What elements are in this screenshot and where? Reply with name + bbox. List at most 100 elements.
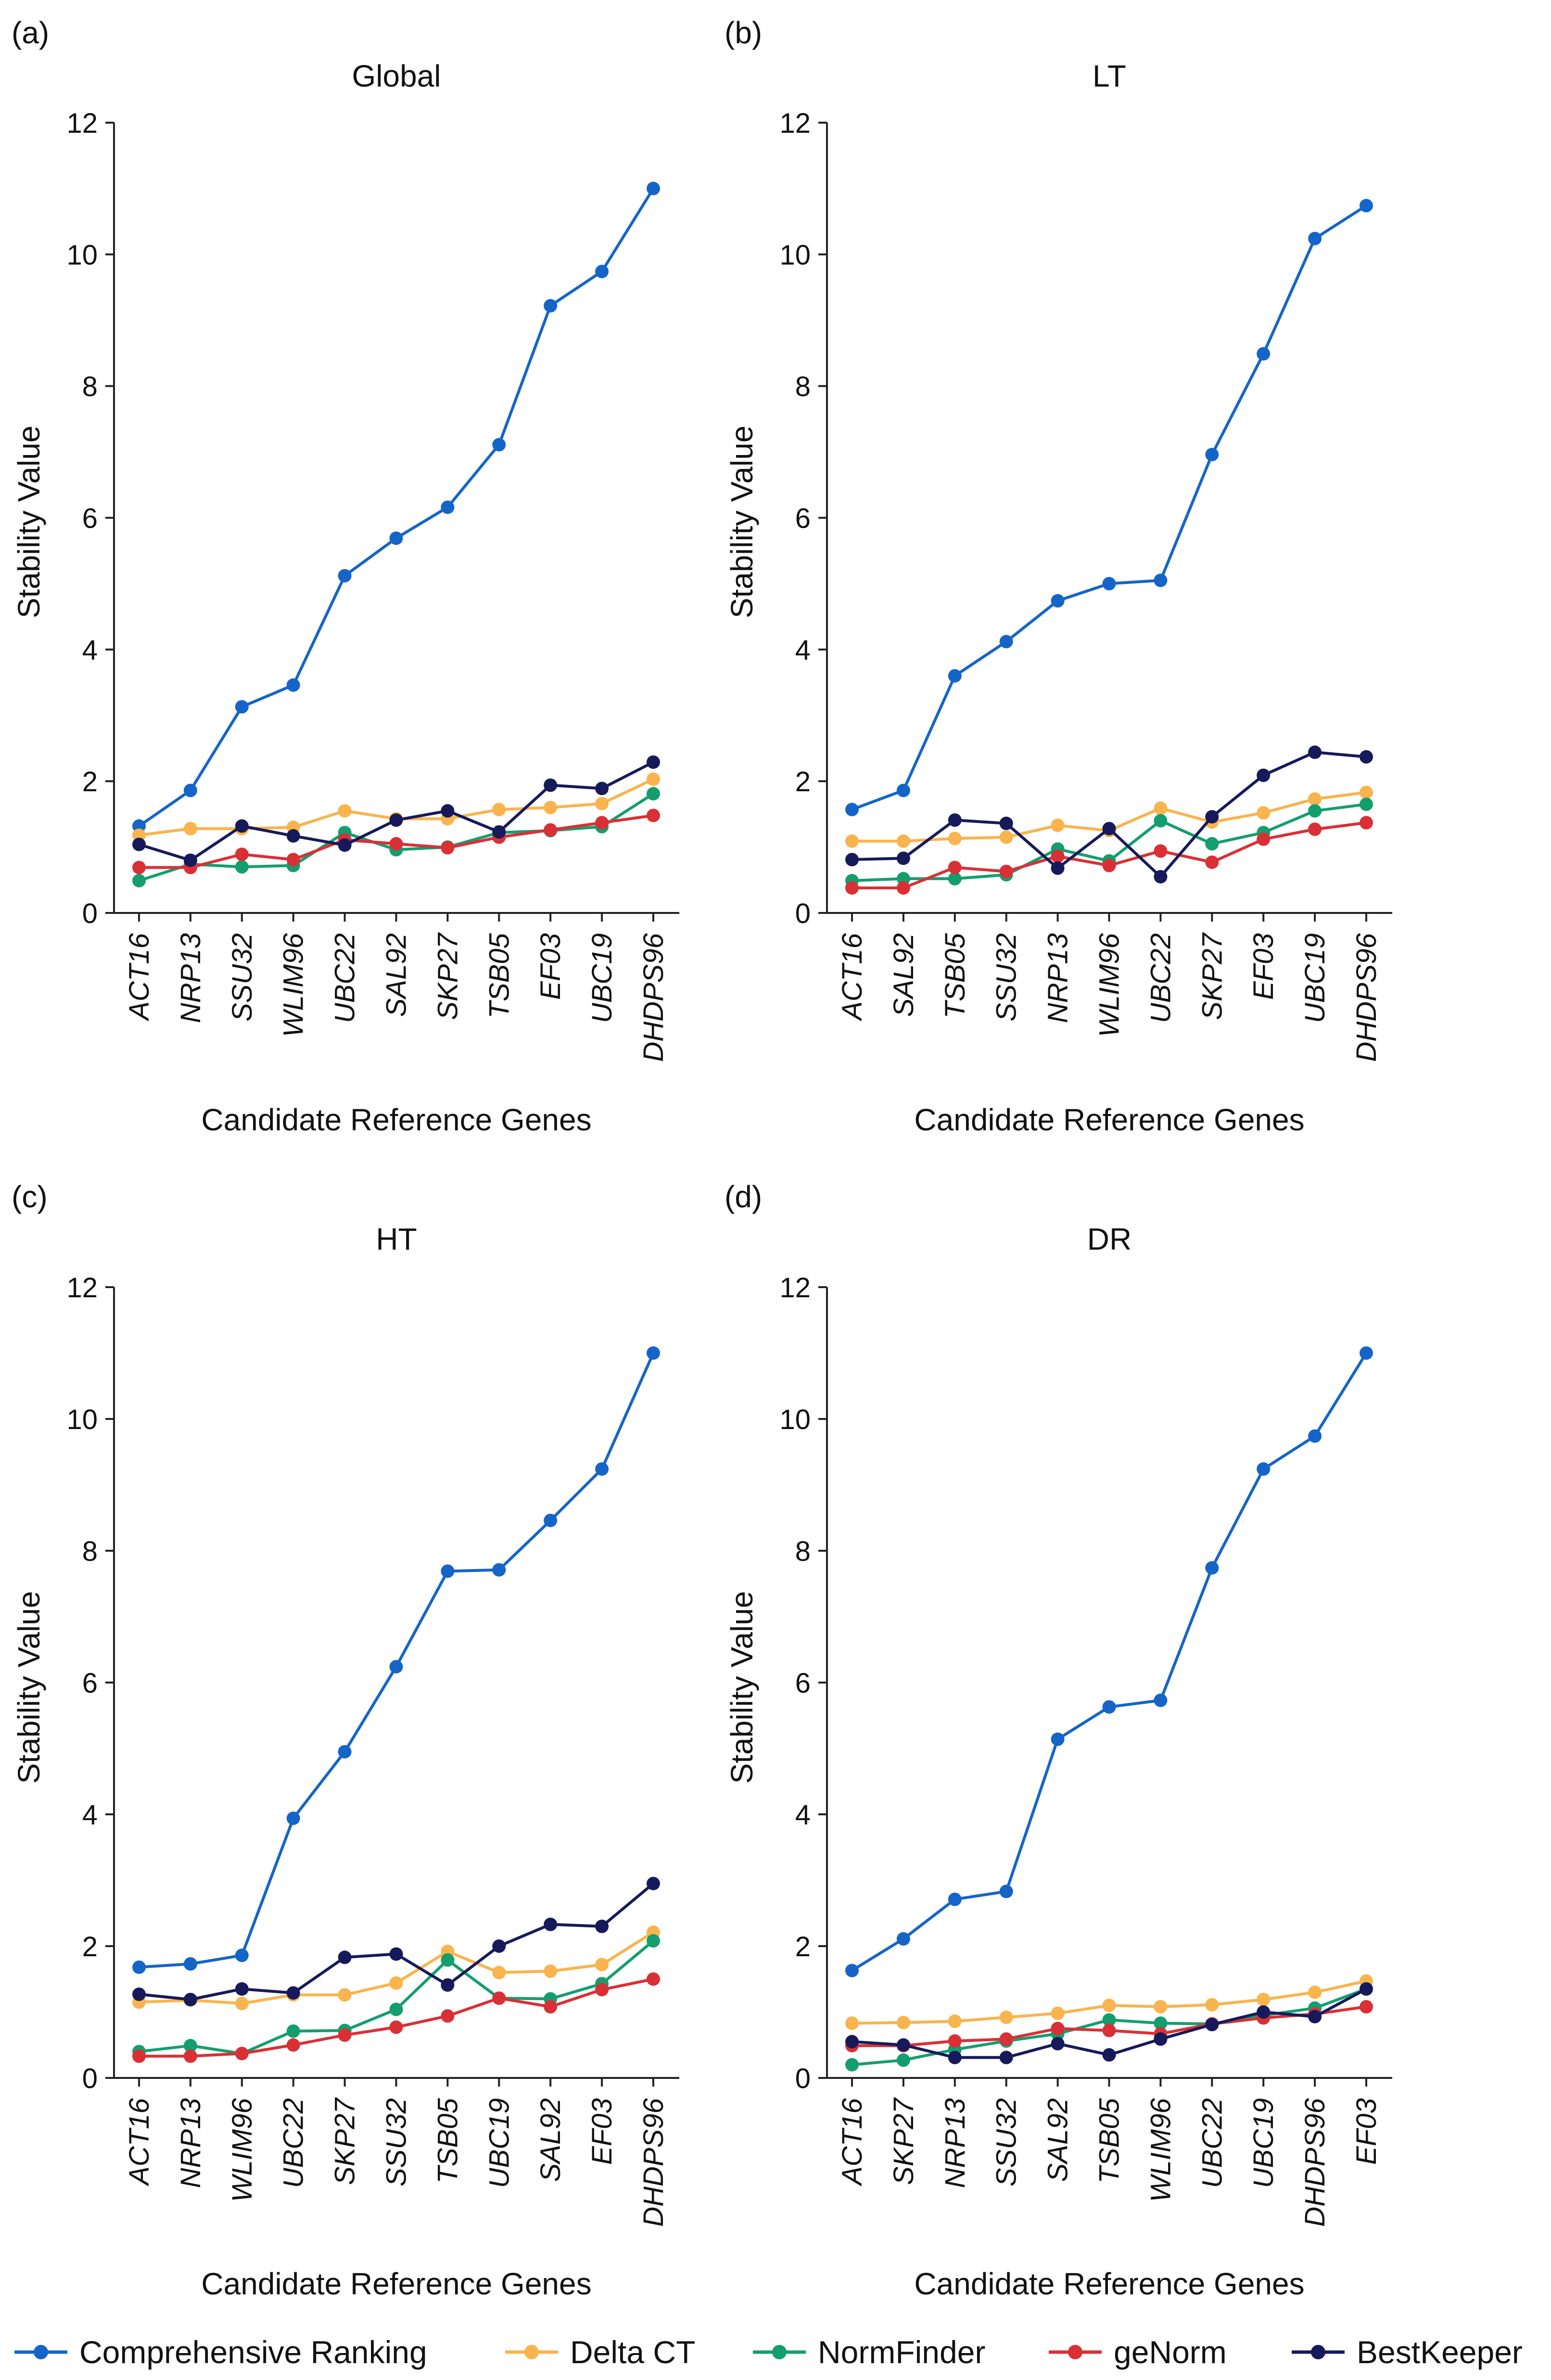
y-tick-label: 2 — [82, 1931, 98, 1962]
data-point — [845, 2035, 859, 2049]
panel-label: (d) — [725, 1179, 762, 1214]
data-point — [1257, 832, 1271, 846]
panel-d: (d) DR Stability Value Candidate Referen… — [725, 1179, 1392, 2301]
series-layer — [845, 1346, 1373, 2072]
data-point — [999, 2051, 1013, 2064]
x-axis-label: Candidate Reference Genes — [914, 1102, 1304, 1137]
data-point — [132, 819, 146, 833]
data-point — [1308, 1429, 1322, 1443]
data-point — [1205, 810, 1219, 824]
data-point — [845, 853, 859, 867]
data-point — [647, 787, 660, 801]
data-point — [492, 1965, 506, 1979]
data-point — [1257, 347, 1271, 361]
data-point — [1154, 801, 1168, 815]
chart-title: Global — [352, 59, 441, 93]
data-point — [1154, 2000, 1168, 2014]
legend-marker — [524, 2345, 539, 2359]
data-point — [286, 1811, 300, 1825]
data-point — [1308, 1985, 1322, 1999]
data-point — [647, 755, 660, 769]
data-point — [338, 1988, 352, 2002]
x-tick-label: NRP13 — [175, 933, 206, 1023]
series-comprehensive-ranking — [132, 1346, 660, 1974]
data-point — [1154, 814, 1168, 828]
data-point — [544, 1917, 558, 1931]
x-tick-label: NRP13 — [1042, 933, 1074, 1023]
data-point — [1308, 2010, 1322, 2024]
x-tick-label: DHDPS96 — [638, 933, 669, 1062]
data-point — [1051, 594, 1065, 608]
data-point — [183, 784, 197, 798]
data-point — [1205, 448, 1219, 462]
x-tick-label: ACT16 — [124, 2098, 155, 2186]
y-tick-label: 0 — [82, 898, 98, 929]
data-point — [1154, 2032, 1168, 2046]
data-point — [948, 861, 962, 874]
data-point — [338, 1745, 352, 1759]
y-tick-label: 10 — [66, 1404, 98, 1435]
x-tick-label: TSB05 — [483, 933, 515, 1018]
data-point — [1308, 823, 1322, 836]
data-point — [1051, 2006, 1065, 2020]
data-point — [1360, 798, 1373, 811]
data-point — [896, 2015, 910, 2029]
data-point — [647, 809, 660, 823]
data-point — [595, 1919, 609, 1933]
x-tick-label: TSB05 — [940, 933, 971, 1018]
data-point — [896, 2038, 910, 2052]
y-axis-label: Stability Value — [12, 426, 46, 619]
series-line — [851, 1352, 1368, 1972]
y-tick-label: 4 — [82, 1799, 98, 1831]
x-tick-label: WLIM96 — [1145, 2098, 1176, 2202]
data-point — [183, 2038, 197, 2052]
series-layer — [132, 181, 660, 887]
legend-label: Comprehensive Ranking — [79, 2334, 427, 2370]
data-point — [286, 829, 300, 843]
data-point — [183, 1992, 197, 2006]
data-point — [441, 500, 455, 514]
data-point — [896, 881, 910, 895]
data-point — [441, 1978, 455, 1992]
data-point — [338, 1950, 352, 1964]
data-point — [235, 819, 249, 833]
y-tick-label: 12 — [66, 108, 98, 139]
data-point — [132, 837, 146, 851]
series-genorm — [132, 809, 660, 874]
data-point — [1205, 855, 1219, 869]
x-tick-label: EF03 — [586, 2098, 618, 2165]
data-point — [544, 800, 558, 814]
data-point — [1360, 1982, 1373, 1996]
data-point — [183, 822, 197, 836]
legend-label: Delta CT — [570, 2334, 695, 2370]
series-bestkeeper — [132, 1876, 660, 2006]
x-tick-label: UBC22 — [278, 2098, 309, 2188]
y-axis-label: Stability Value — [12, 1591, 46, 1784]
data-point — [595, 797, 609, 810]
data-point — [132, 2049, 146, 2063]
data-point — [948, 2051, 962, 2064]
data-point — [647, 1876, 660, 1890]
data-point — [1102, 1700, 1116, 1714]
data-point — [1102, 577, 1116, 591]
data-point — [1205, 1998, 1219, 2012]
chart-title: LT — [1093, 59, 1126, 93]
x-tick-label: SSU32 — [991, 2098, 1022, 2187]
data-point — [845, 803, 859, 817]
legend-label: BestKeeper — [1357, 2334, 1523, 2370]
data-point — [286, 1986, 300, 2000]
x-axis-label: Candidate Reference Genes — [201, 2266, 591, 2301]
y-tick-label: 8 — [795, 371, 811, 403]
data-point — [1205, 1561, 1219, 1575]
series-layer — [845, 199, 1373, 895]
legend-item-bestkeeper: BestKeeper — [1292, 2334, 1523, 2370]
data-point — [1051, 1732, 1065, 1746]
data-point — [389, 2002, 403, 2016]
data-point — [132, 874, 146, 887]
data-point — [338, 2028, 352, 2042]
data-point — [845, 2016, 859, 2030]
data-point — [896, 834, 910, 848]
data-point — [1308, 804, 1322, 818]
data-point — [1205, 837, 1219, 851]
data-point — [544, 1964, 558, 1978]
